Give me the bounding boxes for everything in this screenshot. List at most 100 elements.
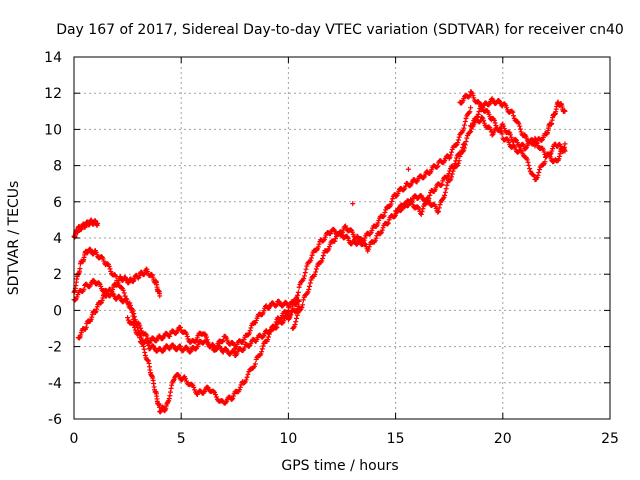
data-point — [467, 109, 473, 115]
data-point — [393, 193, 399, 199]
x-tick-label: 0 — [70, 431, 79, 447]
data-point — [462, 122, 468, 128]
data-point — [131, 322, 137, 328]
data-point — [455, 140, 461, 146]
data-point — [253, 318, 259, 324]
data-point — [326, 246, 332, 252]
data-point — [293, 319, 299, 325]
data-point — [247, 328, 253, 334]
data-point — [142, 349, 148, 355]
data-point — [184, 331, 190, 337]
series-track-4 — [75, 266, 163, 341]
data-point — [461, 125, 467, 131]
data-point — [273, 325, 279, 331]
isolated-points — [350, 166, 411, 207]
data-point — [145, 357, 151, 363]
data-point — [456, 158, 462, 164]
data-point — [442, 189, 448, 195]
data-point — [449, 171, 455, 177]
data-point — [288, 309, 294, 315]
data-point — [315, 244, 321, 250]
data-point — [167, 393, 173, 399]
data-point — [436, 205, 442, 211]
data-point — [541, 149, 547, 155]
data-point — [499, 131, 505, 137]
data-point — [444, 182, 450, 188]
series-track-5 — [125, 304, 302, 358]
y-tick-label: 8 — [53, 159, 62, 175]
data-point — [131, 314, 137, 320]
data-point — [509, 108, 515, 114]
data-point — [167, 333, 173, 339]
x-tick-label: 25 — [601, 431, 619, 447]
data-point — [125, 299, 131, 305]
data-point — [98, 300, 104, 306]
data-point — [366, 244, 372, 250]
data-point — [407, 183, 413, 189]
data-point — [230, 339, 236, 345]
data-point — [463, 115, 469, 121]
data-point — [380, 214, 386, 220]
data-point — [308, 255, 314, 261]
data-point — [141, 346, 147, 352]
data-point — [177, 325, 183, 331]
data-point — [526, 162, 532, 168]
data-point — [316, 241, 322, 247]
data-point — [307, 280, 313, 286]
data-point — [319, 258, 325, 264]
data-point — [511, 142, 517, 148]
data-point — [427, 192, 433, 198]
data-point — [508, 134, 514, 140]
data-point — [448, 149, 454, 155]
data-point — [437, 202, 443, 208]
data-point — [137, 323, 143, 329]
data-point — [309, 252, 315, 258]
data-point — [403, 203, 409, 209]
data-point — [540, 162, 546, 168]
data-point — [107, 266, 113, 272]
data-point — [144, 333, 150, 339]
data-point — [510, 109, 516, 115]
data-point — [188, 348, 194, 354]
data-point — [350, 201, 356, 207]
series-track-8 — [393, 102, 568, 215]
data-point — [562, 141, 568, 147]
data-point — [468, 129, 474, 135]
data-point — [288, 312, 294, 318]
data-point — [210, 341, 216, 347]
x-tick-label: 10 — [279, 431, 297, 447]
data-point — [259, 349, 265, 355]
y-tick-label: 12 — [44, 86, 62, 102]
data-point — [534, 140, 540, 146]
data-point — [442, 192, 448, 198]
data-point — [556, 153, 562, 159]
data-point — [435, 163, 441, 169]
data-point — [455, 160, 461, 166]
data-point — [289, 305, 295, 311]
data-point — [455, 137, 461, 143]
y-tick-label: 0 — [53, 303, 62, 319]
data-point — [408, 200, 414, 206]
data-point — [245, 371, 251, 377]
data-point — [113, 274, 119, 280]
data-point — [557, 151, 563, 157]
data-point — [168, 385, 174, 391]
x-axis-label: GPS time / hours — [281, 458, 398, 474]
data-point — [420, 206, 426, 212]
data-point — [303, 266, 309, 272]
data-point — [369, 227, 375, 233]
data-point — [171, 377, 177, 383]
data-point — [94, 306, 100, 312]
y-tick-label: 4 — [53, 231, 62, 247]
data-point — [463, 138, 469, 144]
data-point — [296, 298, 302, 304]
data-point — [320, 253, 326, 259]
y-tick-label: 10 — [44, 122, 62, 138]
data-point — [534, 175, 540, 181]
data-point — [81, 286, 87, 292]
data-point — [167, 389, 173, 395]
x-tick-label: 5 — [177, 431, 186, 447]
data-point — [191, 384, 197, 390]
data-point — [470, 92, 476, 98]
data-point — [517, 126, 523, 132]
